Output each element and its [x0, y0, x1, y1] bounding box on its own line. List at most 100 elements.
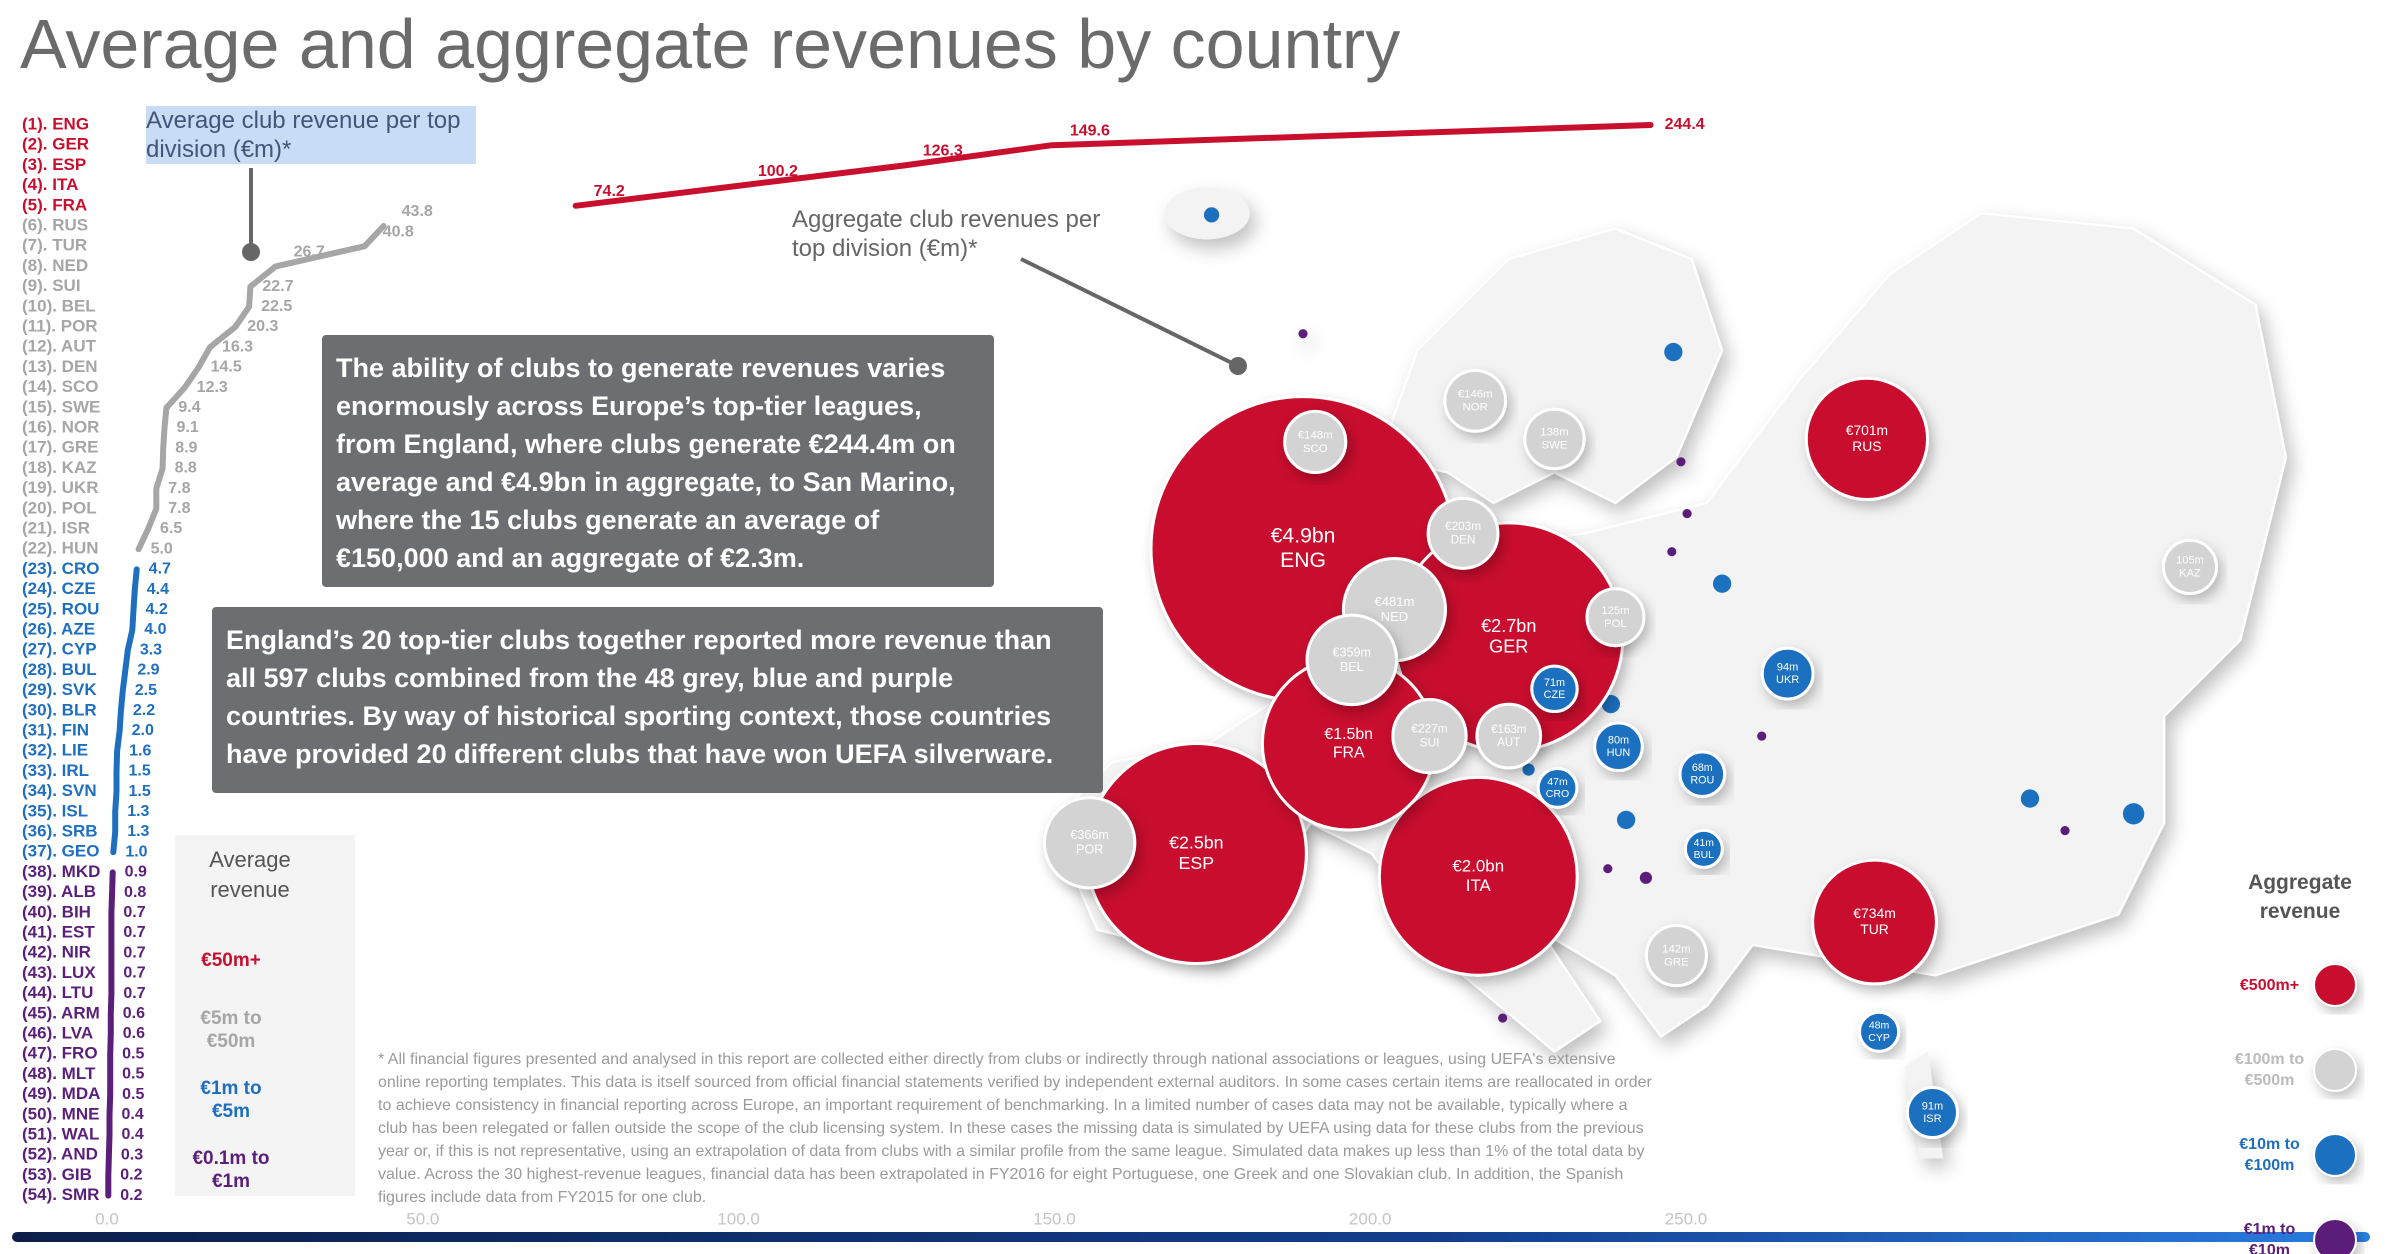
- category-label: (51). WAL: [22, 1124, 99, 1143]
- bubble-value: €163m: [1491, 724, 1526, 736]
- category-label: (46). LVA: [22, 1023, 93, 1042]
- category-label: (13). DEN: [22, 357, 98, 376]
- value-label: 0.5: [122, 1045, 144, 1062]
- category-label: (30). BLR: [22, 700, 97, 719]
- value-label: 0.7: [123, 904, 145, 921]
- bubble-value: 105m: [2176, 555, 2204, 567]
- dot: [1522, 763, 1535, 776]
- dot: [2122, 803, 2145, 825]
- dot: [1757, 731, 1767, 741]
- bubble: [2161, 538, 2219, 595]
- category-label: (44). LTU: [22, 983, 93, 1002]
- category-label: (20). POL: [22, 498, 97, 517]
- legend-swatch: [2313, 1133, 2357, 1177]
- bubble-code: SWE: [1542, 440, 1568, 452]
- bubble-value: 94m: [1777, 661, 1798, 673]
- bubble: [1042, 796, 1137, 890]
- category-label: (10). BEL: [22, 296, 96, 315]
- x-tick-label: 250.0: [1665, 1209, 1708, 1228]
- category-label: (25). ROU: [22, 599, 99, 618]
- dot: [2060, 826, 2070, 836]
- value-label: 0.4: [122, 1106, 144, 1123]
- value-label: 244.4: [1665, 116, 1705, 133]
- category-label: (33). IRL: [22, 761, 89, 780]
- value-label: 1.5: [128, 783, 150, 800]
- value-label: 2.2: [133, 702, 155, 719]
- dot: [1676, 457, 1686, 467]
- legend-label: €5m to €50m: [200, 1008, 262, 1052]
- value-label: 2.0: [132, 722, 154, 739]
- bubble: [1377, 775, 1579, 977]
- value-label: 4.7: [149, 561, 171, 578]
- category-label: (12). AUT: [22, 337, 97, 356]
- map-label: Aggregate club revenues per top division…: [792, 206, 1101, 262]
- value-label: 0.7: [123, 985, 145, 1002]
- value-label: 4.2: [146, 601, 168, 618]
- category-label: (19). UKR: [22, 478, 99, 497]
- value-label: 0.5: [122, 1066, 144, 1083]
- value-label: 40.8: [383, 223, 414, 240]
- value-label: 3.3: [140, 641, 162, 658]
- bubble-value: 91m: [1922, 1100, 1943, 1112]
- category-label: (52). AND: [22, 1145, 98, 1164]
- category-label: (2). GER: [22, 135, 89, 154]
- category-label: (22). HUN: [22, 539, 99, 558]
- bubble-value: €148m: [1298, 430, 1333, 442]
- category-label: (27). CYP: [22, 640, 97, 659]
- bubble: [1530, 664, 1579, 714]
- legend-swatch: [2313, 1048, 2357, 1092]
- bubble-value: €2.5bn: [1169, 832, 1223, 852]
- category-label: (3). ESP: [22, 155, 86, 174]
- bubble-value: €701m: [1846, 422, 1888, 438]
- legend-label: €100m to €500m: [2234, 1051, 2305, 1089]
- bubble: [1760, 646, 1815, 701]
- value-label: 16.3: [222, 338, 253, 355]
- value-label: 7.8: [168, 500, 190, 517]
- bubble: [1523, 407, 1586, 471]
- bubble-code: CYP: [1868, 1032, 1890, 1044]
- value-label: 74.2: [594, 183, 625, 200]
- category-label: (14). SCO: [22, 377, 99, 396]
- legend-label: €0.1m to €1m: [192, 1148, 270, 1192]
- bubble-value: €227m: [1411, 722, 1448, 736]
- legend-label: €1m to €10m: [2243, 1221, 2296, 1254]
- map-land: [1050, 187, 2288, 1159]
- value-label: 1.3: [127, 803, 149, 820]
- legend-label: €50m+: [201, 949, 261, 971]
- bubble-code: KAZ: [2179, 568, 2201, 580]
- value-label: 0.5: [122, 1086, 144, 1103]
- value-label: 9.1: [176, 419, 198, 436]
- value-label: 0.7: [123, 924, 145, 941]
- bubble-code: SCO: [1303, 443, 1328, 455]
- bubble-value: 138m: [1540, 427, 1568, 439]
- bubble-code: AUT: [1497, 737, 1520, 749]
- bubble-value: €359m: [1333, 645, 1371, 659]
- bubble-code: DEN: [1451, 534, 1476, 547]
- dot: [1639, 871, 1653, 884]
- series-line: [135, 223, 387, 553]
- bubble-code: ENG: [1280, 549, 1326, 572]
- bubble: [1443, 368, 1508, 433]
- bubble-value: €1.5bn: [1324, 726, 1373, 743]
- category-label: (6). RUS: [22, 215, 88, 234]
- footnote: * All financial figures presented and an…: [378, 1051, 1652, 1206]
- category-label: (48). MLT: [22, 1064, 96, 1083]
- bubble: [1305, 613, 1399, 707]
- category-label: (29). SVK: [22, 680, 97, 699]
- category-label: (34). SVN: [22, 781, 97, 800]
- value-label: 149.6: [1070, 122, 1110, 139]
- bubble-value: €2.7bn: [1481, 616, 1536, 636]
- value-label: 20.3: [247, 318, 278, 335]
- bubble-value: €4.9bn: [1271, 525, 1336, 548]
- category-label: (15). SWE: [22, 397, 100, 416]
- category-label: (11). POR: [22, 316, 98, 335]
- bubble-code: NOR: [1463, 402, 1488, 414]
- bubble: [1905, 1085, 1959, 1140]
- bubble-value: 68m: [1692, 762, 1713, 774]
- bubble-value: €481m: [1374, 594, 1414, 609]
- value-label: 1.6: [129, 742, 151, 759]
- category-label: (31). FIN: [22, 720, 89, 739]
- bubble: [1536, 767, 1579, 809]
- dot: [2020, 789, 2040, 808]
- category-label: (16). NOR: [22, 417, 99, 436]
